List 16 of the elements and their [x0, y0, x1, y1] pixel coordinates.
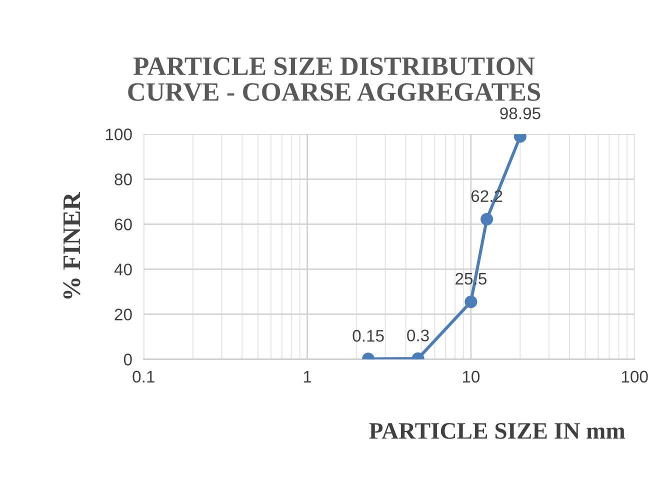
x-tick-label: 100: [622, 370, 648, 383]
data-label: 0.3: [407, 330, 429, 342]
chart-title: PARTICLE SIZE DISTRIBUTION CURVE - COARSE AGGREGATES: [128, 57, 540, 102]
x-tick-label: 10: [462, 370, 480, 383]
data-label: 98.95: [500, 108, 540, 120]
y-tick-label: 80: [114, 174, 132, 186]
data-label: 0.15: [352, 330, 384, 342]
x-tick-label: 1: [304, 370, 312, 382]
x-tick-label: 0.1: [132, 370, 154, 383]
y-axis-title: % FINER: [63, 192, 80, 299]
y-tick-label: 0: [124, 354, 132, 366]
y-tick-label: 20: [114, 308, 132, 320]
y-tick-label: 40: [114, 264, 132, 276]
x-axis-title: PARTICLE SIZE IN mm: [369, 423, 625, 439]
y-tick-label: 60: [114, 218, 132, 230]
y-tick-label: 100: [106, 128, 132, 140]
